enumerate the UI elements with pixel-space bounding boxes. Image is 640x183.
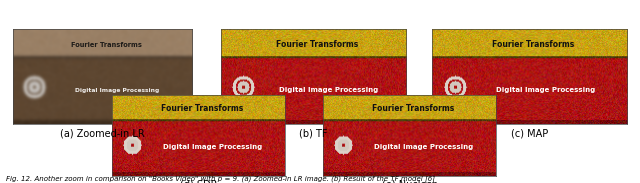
Text: Fourier Transforms: Fourier Transforms: [161, 104, 243, 113]
Text: (a) Zoomed-in LR: (a) Zoomed-in LR: [60, 128, 145, 138]
Text: (b) TF: (b) TF: [300, 128, 328, 138]
Text: Fourier Transforms: Fourier Transforms: [372, 104, 454, 113]
Text: Fig. 12. Another zoom in comparison on "Books Video" with p = 9. (a) Zoomed-in L: Fig. 12. Another zoom in comparison on "…: [6, 175, 435, 182]
Text: Digital Image Processing: Digital Image Processing: [75, 88, 159, 93]
Text: (e) Nuclear: (e) Nuclear: [382, 179, 437, 183]
Text: Digital Image Processing: Digital Image Processing: [495, 87, 595, 93]
Text: Digital Image Processing: Digital Image Processing: [374, 144, 473, 150]
Text: Fourier Transforms: Fourier Transforms: [276, 40, 358, 49]
Text: Digital Image Processing: Digital Image Processing: [163, 144, 262, 150]
Text: Fourier Transforms: Fourier Transforms: [70, 42, 141, 48]
Text: Fourier Transforms: Fourier Transforms: [492, 40, 575, 49]
Text: (d) SDR: (d) SDR: [180, 179, 217, 183]
Text: (c) MAP: (c) MAP: [511, 128, 548, 138]
Text: Digital Image Processing: Digital Image Processing: [279, 87, 378, 93]
